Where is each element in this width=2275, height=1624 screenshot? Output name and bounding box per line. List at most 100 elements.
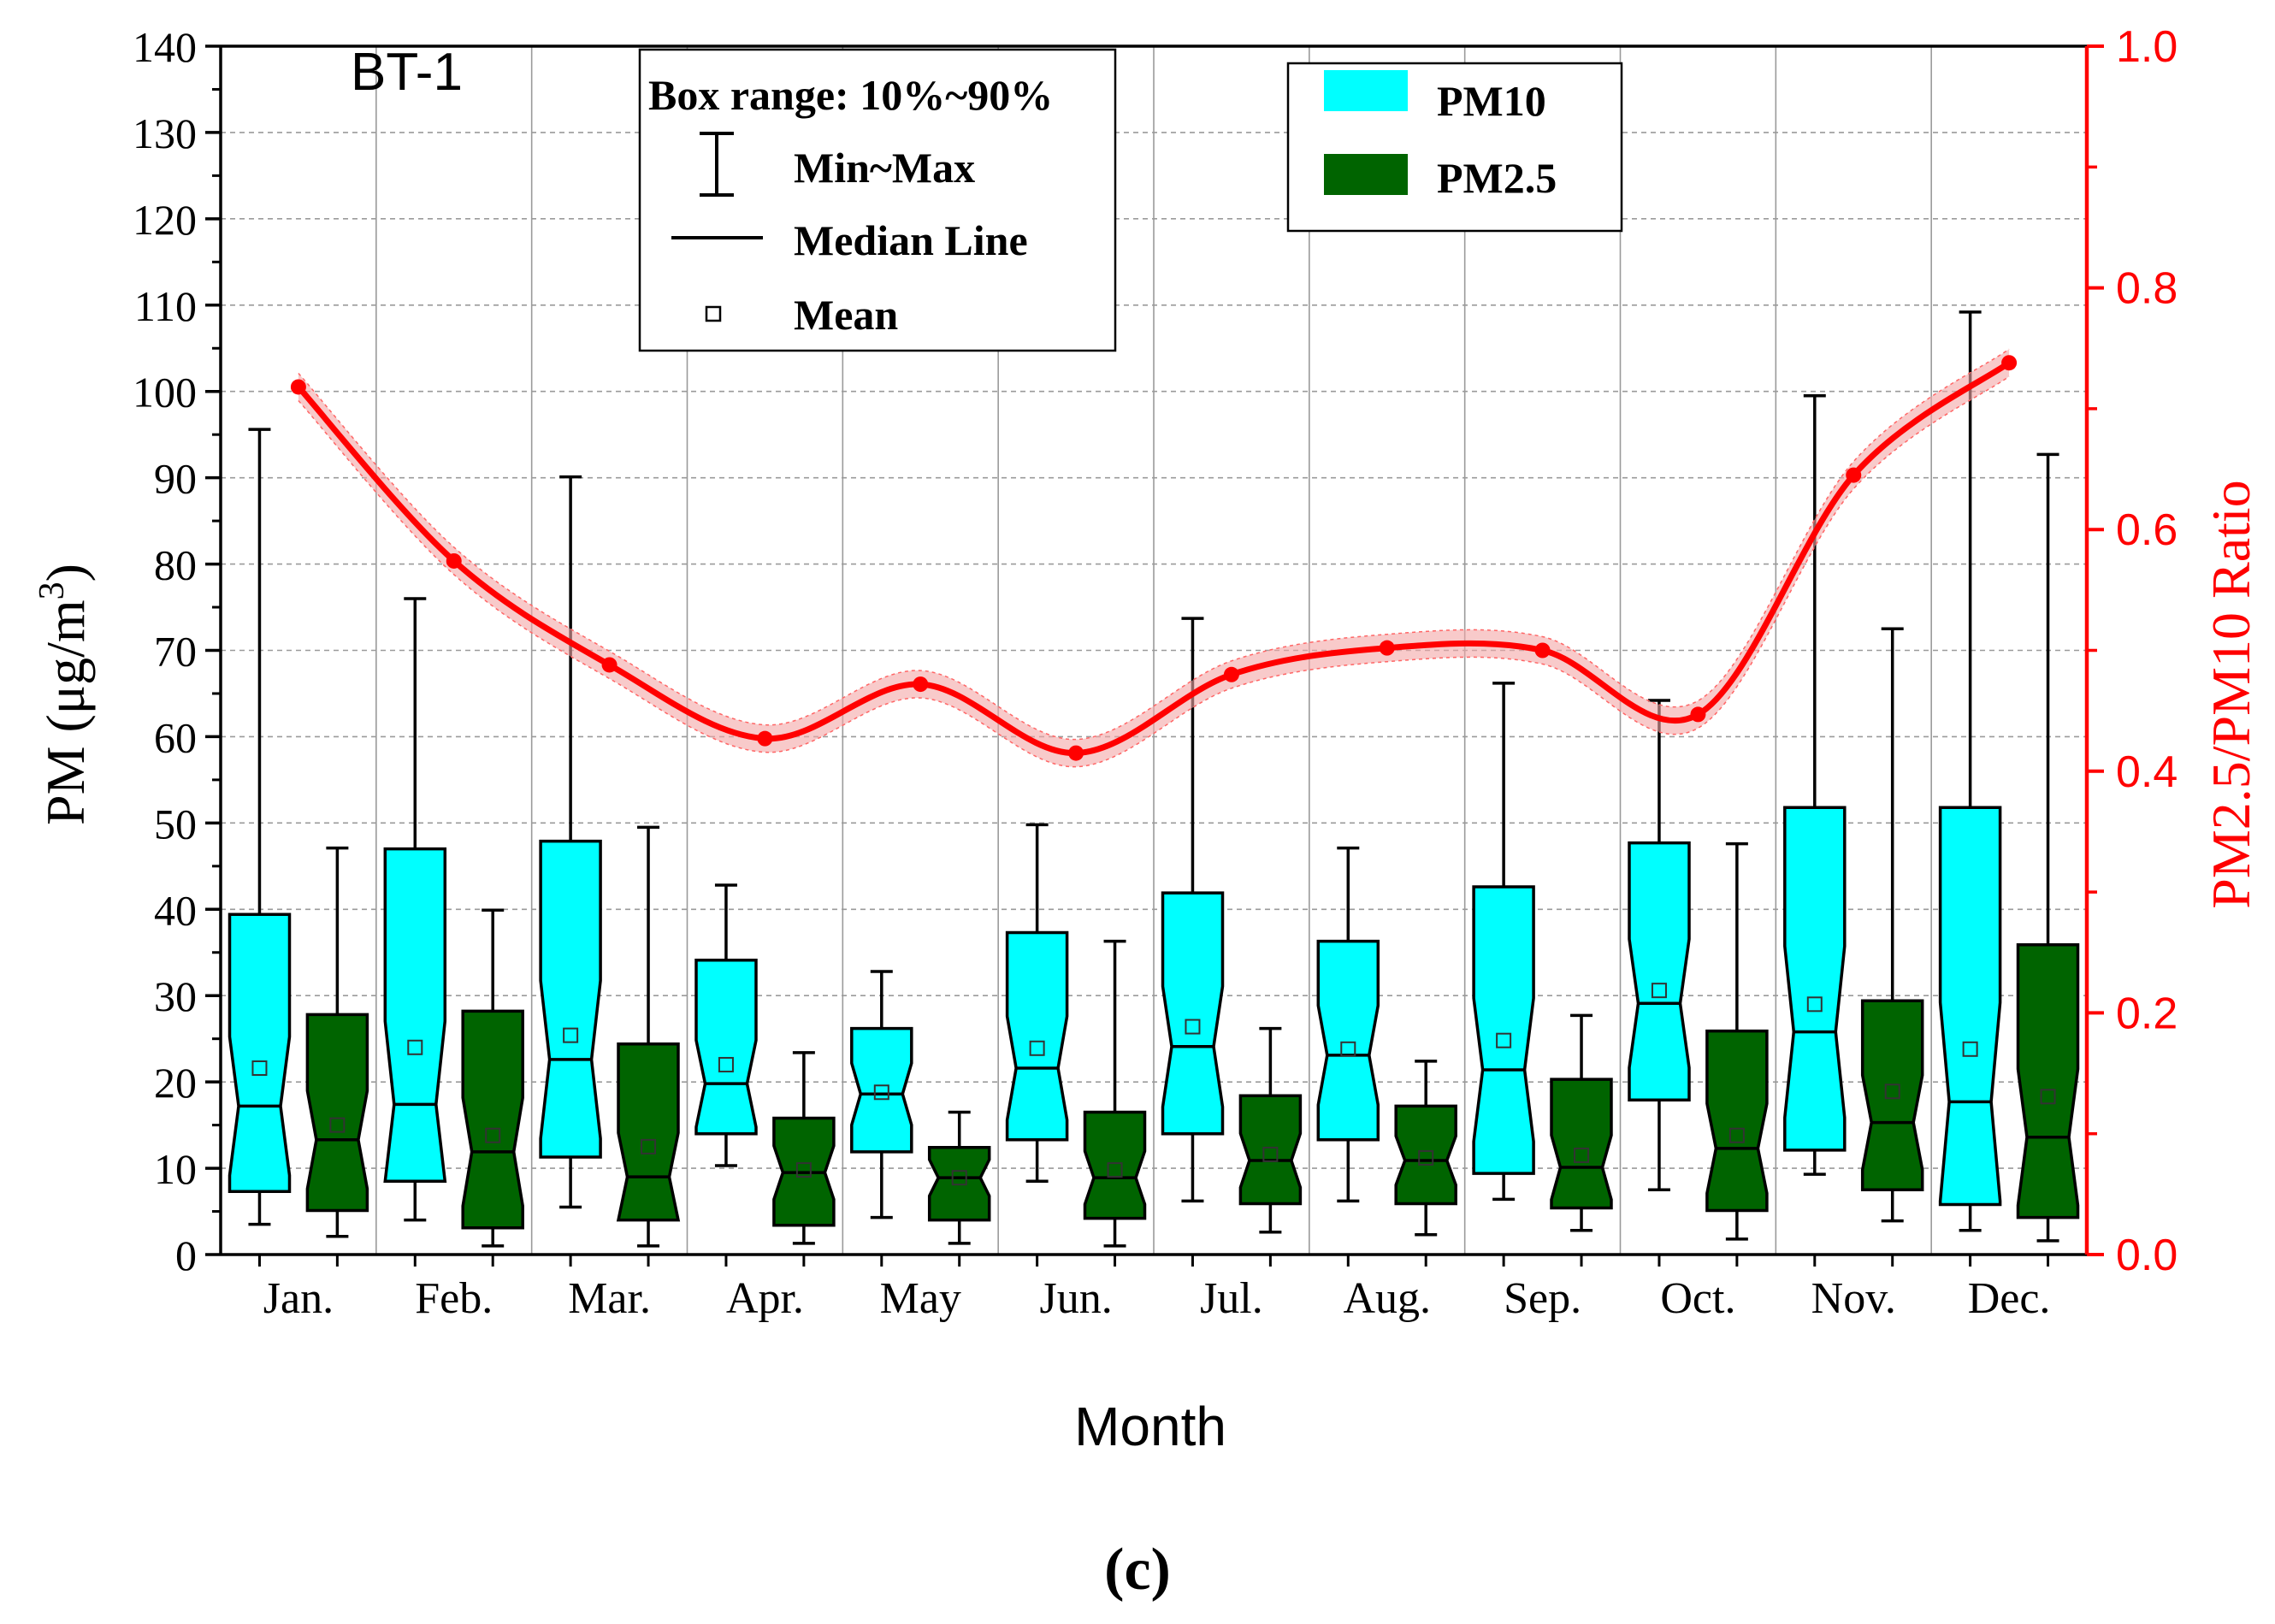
- pm10-box-group-8: [1472, 682, 1535, 1202]
- y-left-tick-label-2: 20: [154, 1059, 197, 1107]
- legend-mean-label: Mean: [794, 291, 898, 339]
- legend-box-stats-title: Box range: 10%~90%: [648, 71, 1053, 119]
- pm10-mean-6: [1185, 1019, 1201, 1035]
- y-left-tick-label-10: 100: [133, 369, 197, 416]
- pm25-box-group-5: [1083, 939, 1147, 1248]
- x-tick-label-6: Jul.: [1200, 1274, 1263, 1323]
- pm25-box-group-7: [1394, 1060, 1457, 1237]
- ratio-band: [298, 349, 2010, 767]
- pm10-box-group-5: [1005, 823, 1069, 1183]
- pm10-box-11: [1938, 806, 2002, 1207]
- x-tick-label-11: Dec.: [1968, 1274, 2051, 1323]
- pm10-mean-11: [1962, 1041, 1978, 1057]
- pm10-box-group-0: [228, 428, 292, 1226]
- x-tick-label-5: Jun.: [1039, 1274, 1112, 1323]
- x-tick-label-8: Sep.: [1504, 1274, 1581, 1323]
- pm25-mean-4: [951, 1170, 967, 1186]
- pm25-box-11: [2016, 942, 2080, 1219]
- pm25-box-group-4: [927, 1110, 991, 1245]
- pm25-box-7: [1394, 1104, 1457, 1206]
- x-axis-title: Month: [1074, 1396, 1226, 1457]
- pm25-mean-8: [1574, 1147, 1590, 1163]
- pm10-box-6: [1161, 891, 1225, 1136]
- ratio-point-7: [1379, 640, 1395, 656]
- pm10-mean-5: [1029, 1040, 1045, 1056]
- y-right-tick-label-3: 0.6: [2116, 505, 2178, 555]
- pm25-box-2: [616, 1042, 681, 1222]
- y-axis-left-title: PM (μg/m3): [32, 564, 96, 825]
- ratio-point-5: [1068, 745, 1084, 761]
- pm10-box-group-7: [1316, 846, 1380, 1203]
- legend-swatch-pm25: [1324, 154, 1408, 195]
- legend-swatch-pm10: [1324, 70, 1408, 111]
- pm10-box-group-4: [850, 970, 913, 1219]
- pm10-mean-8: [1496, 1032, 1512, 1048]
- y-left-tick-label-4: 40: [154, 886, 197, 934]
- pm25-box-8: [1550, 1078, 1613, 1210]
- pm25-mean-10: [1884, 1084, 1900, 1100]
- pm25-mean-5: [1107, 1162, 1123, 1178]
- pm10-box-group-2: [539, 475, 602, 1209]
- ticks: 0 10 20 30 40 50 60 70 80 90 100 110 120 130 140 0.0 0.2…: [133, 22, 2178, 1323]
- pm10-mean-2: [563, 1027, 579, 1043]
- subfigure-label: (c): [1104, 1537, 1171, 1603]
- ratio-point-2: [601, 657, 618, 673]
- ratio-point-11: [2001, 355, 2018, 371]
- y-axis-right-title: PM2.5/PM10 Ratio: [2201, 480, 2261, 908]
- y-left-tick-label-6: 60: [154, 713, 197, 761]
- y-right-tick-label-5: 1.0: [2116, 22, 2178, 72]
- y-right-tick-label-2: 0.4: [2116, 747, 2178, 797]
- y-left-tick-label-1: 10: [154, 1145, 197, 1193]
- x-tick-label-9: Oct.: [1660, 1274, 1735, 1323]
- ratio-line: [296, 360, 2012, 757]
- pm25-mean-11: [2040, 1089, 2056, 1105]
- pm10-mean-9: [1651, 983, 1667, 999]
- ratio-point-8: [1534, 642, 1551, 658]
- pm10-box-3: [694, 959, 758, 1136]
- pm25-mean-6: [1262, 1146, 1279, 1162]
- y-left-tick-label-12: 120: [133, 196, 197, 244]
- pm25-box-5: [1083, 1110, 1147, 1220]
- legend-mean-symbol: [705, 305, 722, 322]
- ratio-point-9: [1690, 706, 1706, 723]
- pm10-mean-7: [1340, 1041, 1356, 1057]
- ratio-point-1: [446, 552, 462, 569]
- x-tick-label-1: Feb.: [415, 1274, 493, 1323]
- y-axis-left-title-prefix: PM (μg/m: [35, 599, 96, 825]
- pm25-box-group-0: [305, 846, 369, 1238]
- x-tick-label-0: Jan.: [263, 1274, 334, 1323]
- y-left-tick-label-5: 50: [154, 800, 197, 847]
- y-left-tick-label-8: 80: [154, 541, 197, 589]
- legend-box-stats-frame: [638, 48, 1117, 352]
- y-left-tick-label-11: 110: [134, 282, 197, 330]
- pm25-mean-3: [795, 1162, 812, 1178]
- y-axis-left-title-sup: 3: [32, 582, 72, 599]
- pm25-mean-1: [485, 1127, 501, 1143]
- y-axis-left-title-suffix: ): [35, 564, 96, 582]
- legend-minmax-symbol: [700, 132, 734, 197]
- pm10-box-5: [1005, 930, 1069, 1142]
- pm10-box-group-11: [1938, 310, 2002, 1232]
- pm25-box-6: [1238, 1094, 1303, 1206]
- grid: [221, 46, 2087, 1255]
- pm25-box-group-10: [1860, 627, 1924, 1223]
- pm10-box-group-6: [1161, 617, 1225, 1203]
- pm10-box-group-3: [694, 883, 758, 1167]
- y-left-tick-label-7: 70: [154, 628, 197, 676]
- pm25-box-group-1: [461, 908, 524, 1248]
- ratio-point-6: [1223, 666, 1239, 682]
- pm10-box-8: [1472, 885, 1535, 1175]
- pm25-box-group-3: [772, 1051, 836, 1245]
- pm25-box-0: [305, 1013, 369, 1213]
- svg-text:PM (μg/m3): PM (μg/m3): [32, 564, 96, 825]
- pm25-box-9: [1705, 1029, 1769, 1213]
- y-right-tick-label-0: 0.0: [2116, 1231, 2178, 1280]
- legend-minmax-label: Min~Max: [794, 144, 975, 192]
- pm25-box-group-9: [1705, 842, 1769, 1241]
- pm10-mean-0: [251, 1060, 268, 1076]
- pm25-mean-2: [641, 1138, 657, 1155]
- pm10-box-group-1: [383, 597, 447, 1222]
- y-left-tick-label-14: 140: [133, 23, 197, 71]
- x-tick-label-7: Aug.: [1343, 1274, 1431, 1323]
